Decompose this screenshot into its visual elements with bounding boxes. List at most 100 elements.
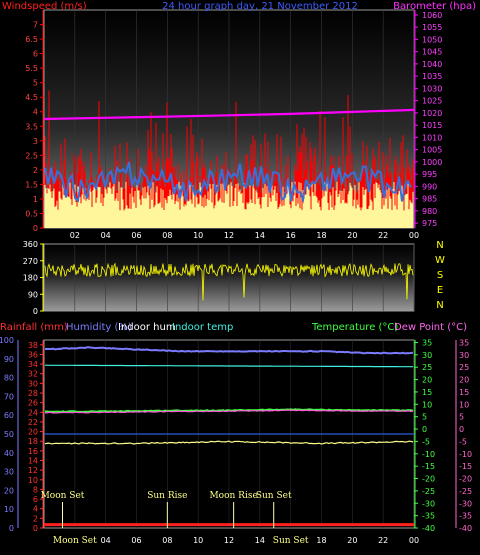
wind-x-tick-16: 16 [286, 231, 296, 240]
rain-tick-36: 36 [28, 350, 38, 359]
rain-tick-10: 10 [28, 476, 38, 485]
direction-trace [44, 262, 414, 301]
dew-tick-0: 0 [459, 425, 464, 434]
humidity-tick-70: 70 [4, 392, 14, 401]
dew-tick-25: 25 [459, 363, 469, 372]
humidity-tick-10: 10 [4, 505, 14, 514]
rain-tick-34: 34 [28, 360, 38, 369]
baro-y-tick-1015: 1015 [422, 121, 442, 130]
temp-tick-15: 15 [422, 388, 432, 397]
humidity-tick-100: 100 [0, 336, 14, 345]
rain-tick-0: 0 [33, 524, 38, 533]
temp-tick-10: 10 [422, 400, 432, 409]
temp-tick--25: -25 [422, 487, 435, 496]
baro-y-tick-990: 990 [422, 182, 437, 191]
rain-tick-14: 14 [28, 457, 38, 466]
dew-tick-30: 30 [459, 351, 469, 360]
indoor-hum-line [44, 440, 414, 445]
compass-label-W: W [435, 255, 445, 266]
baro-axis-label: Barometer (hpa) [393, 1, 476, 12]
wind-y-tick-6.5: 6.5 [25, 35, 38, 44]
rain-tick-20: 20 [28, 428, 38, 437]
event-label-0: Moon Set [41, 491, 85, 501]
wind-y-tick-4: 4 [33, 108, 38, 117]
dew-tick--35: -35 [459, 512, 472, 521]
event-label-3: Sun Set [256, 491, 292, 501]
wind-x-tick-22: 22 [378, 231, 388, 240]
rain-tick-22: 22 [28, 418, 38, 427]
bottom-x-tick-10: 22 [378, 536, 388, 545]
event-label-2: Moon Rise [209, 491, 257, 501]
dewpoint-line [44, 409, 414, 414]
temp-tick--30: -30 [422, 499, 435, 508]
rain-axis-label: Rainfall (mm) [0, 322, 68, 333]
temperature-axis-label: Temperature (°C) [311, 322, 398, 333]
baro-y-tick-1030: 1030 [422, 84, 442, 93]
wind-x-tick-08: 08 [162, 231, 172, 240]
wind-y-tick-5.5: 5.5 [25, 64, 38, 73]
dew-tick--20: -20 [459, 475, 472, 484]
temp-tick--15: -15 [422, 462, 435, 471]
direction-y-tick-90: 90 [28, 290, 38, 299]
wind-y-tick-0: 0 [33, 224, 38, 233]
direction-y-tick-360: 360 [23, 240, 38, 249]
humidity-tick-90: 90 [4, 355, 14, 364]
wind-y-tick-4.5: 4.5 [25, 93, 38, 102]
dew-tick-20: 20 [459, 376, 469, 385]
wind-y-tick-2: 2 [33, 166, 38, 175]
baro-y-tick-995: 995 [422, 170, 437, 179]
baro-y-tick-975: 975 [422, 219, 437, 228]
wind-y-tick-6: 6 [33, 50, 38, 59]
dew-tick-15: 15 [459, 388, 469, 397]
dew-tick-35: 35 [459, 338, 469, 347]
wind-x-tick-10: 10 [193, 231, 203, 240]
temp-tick--20: -20 [422, 475, 435, 484]
wind-x-tick-20: 20 [347, 231, 357, 240]
baro-y-tick-980: 980 [422, 207, 437, 216]
bottom-x-tick-1: 04 [101, 536, 111, 545]
rain-tick-12: 12 [28, 466, 38, 475]
rain-tick-30: 30 [28, 379, 38, 388]
baro-y-tick-1000: 1000 [422, 158, 442, 167]
temp-tick-35: 35 [422, 338, 432, 347]
wind-average-line [44, 161, 412, 204]
wind-x-tick-06: 06 [131, 231, 141, 240]
baro-y-tick-1060: 1060 [422, 11, 442, 20]
dew-tick--10: -10 [459, 450, 472, 459]
direction-y-tick-180: 180 [23, 274, 38, 283]
temp-tick-5: 5 [422, 413, 427, 422]
barometer-line [43, 108, 415, 121]
humidity-tick-20: 20 [4, 486, 14, 495]
wind-x-tick-14: 14 [255, 231, 265, 240]
wind-x-tick-18: 18 [316, 231, 326, 240]
wind-yellow-bars [44, 181, 414, 228]
humidity-line [44, 346, 414, 355]
dew-tick--15: -15 [459, 462, 472, 471]
direction-y-tick-270: 270 [23, 257, 38, 266]
temp-tick-0: 0 [422, 425, 427, 434]
temp-tick-30: 30 [422, 351, 432, 360]
wind-x-tick-02: 02 [70, 231, 80, 240]
rain-tick-16: 16 [28, 447, 38, 456]
rain-tick-32: 32 [28, 370, 38, 379]
rain-tick-4: 4 [33, 505, 38, 514]
humidity-tick-60: 60 [4, 411, 14, 420]
baro-y-tick-1005: 1005 [422, 146, 442, 155]
indoor-temp-line [45, 364, 413, 368]
graph-title: 24 hour graph day, 21 November 2012 [162, 1, 358, 12]
dew-tick--25: -25 [459, 487, 472, 496]
bottom-x-tick-11: 00 [409, 536, 419, 545]
wind-y-tick-1: 1 [33, 195, 38, 204]
wind-y-tick-7: 7 [33, 21, 38, 30]
wind-x-tick-12: 12 [224, 231, 234, 240]
dew-tick--40: -40 [459, 524, 472, 533]
wind-y-tick-3.5: 3.5 [25, 122, 38, 131]
wind-y-tick-2.5: 2.5 [25, 151, 38, 160]
bottom-x-tick-7: Sun Set [273, 536, 309, 546]
humidity-tick-50: 50 [4, 430, 14, 439]
dew-tick-5: 5 [459, 413, 464, 422]
wind-y-tick-0.5: 0.5 [25, 209, 38, 218]
dew-tick--5: -5 [459, 437, 467, 446]
rain-tick-2: 2 [33, 514, 38, 523]
